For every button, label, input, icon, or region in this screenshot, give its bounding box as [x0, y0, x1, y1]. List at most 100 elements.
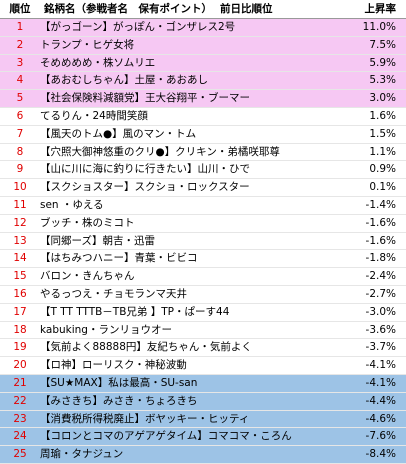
rank: 3	[16, 56, 24, 69]
stock-name: てるりん・24時間笑顔	[40, 109, 148, 122]
stock-name: 【消費税所得税廃止】ボヤッキー・ヒッティ	[40, 412, 250, 425]
rank: 6	[16, 109, 24, 122]
rise-rate: 1.5%	[369, 127, 396, 140]
rank: 22	[13, 394, 27, 407]
rank: 14	[13, 252, 27, 265]
stock-name: 【みさきち】みさき・ちょろきち	[40, 394, 198, 407]
table-row: 25 周瑜・タナジュン -8.4%	[0, 446, 406, 464]
rise-rate: -2.7%	[365, 287, 396, 300]
table-row: 12 ブッチ・株のミコト -1.6%	[0, 215, 406, 233]
stock-name: 【同郷ーズ】朝吉・迅雷	[40, 234, 155, 247]
stock-name: 【スクショスター】スクショ・ロックスター	[40, 181, 250, 194]
rise-rate: -1.6%	[365, 234, 396, 247]
rank: 12	[13, 216, 27, 229]
rank: 10	[13, 181, 27, 194]
header-row: 順位 銘柄名（参戦者名 保有ポイント） 前日比順位 上昇率	[0, 0, 406, 19]
header-cell: 上昇率	[364, 3, 397, 15]
stock-name: やるっつえ・チョモランマ天井	[40, 287, 187, 300]
rise-rate: 1.1%	[369, 145, 396, 158]
rank: 1	[16, 21, 24, 33]
rise-rate: -8.4%	[365, 448, 396, 461]
rise-rate: 1.6%	[369, 109, 396, 122]
stock-name: そめめめめ・株ソムリエ	[40, 56, 156, 69]
stock-name: 【コロンとコマのアゲアゲタイム】コマコマ・ころん	[40, 430, 292, 443]
rank: 7	[16, 127, 24, 140]
table-row: 2 トランプ・ヒゲ女将 7.5%	[0, 36, 406, 55]
rise-rate: -3.7%	[365, 341, 396, 354]
stock-name: 【はちみつハニー】青葉・ビビコ	[40, 252, 198, 265]
stock-name: 【社会保険料減額党】王大谷翔平・ブーマー	[40, 92, 250, 105]
table-row: 10 【スクショスター】スクショ・ロックスター 0.1%	[0, 179, 406, 197]
rise-rate: 5.9%	[369, 56, 396, 69]
table-row: 16 やるっつえ・チョモランマ天井 -2.7%	[0, 286, 406, 304]
stock-name: 【SU★MAX】私は最高・SU-san	[40, 376, 198, 389]
stock-name: 【T TT TTTB－TB兄弟 】TP・ぱーす44	[40, 305, 230, 318]
rank: 9	[16, 163, 24, 176]
rise-rate: -2.4%	[365, 270, 396, 283]
stock-name: 【ロ神】ローリスク・神秘波動	[40, 359, 187, 372]
rise-rate: -4.6%	[365, 412, 396, 425]
table-row: 23 【消費税所得税廃止】ボヤッキー・ヒッティ -4.6%	[0, 410, 406, 429]
stock-name: 周瑜・タナジュン	[40, 448, 124, 461]
rise-rate: -4.1%	[365, 376, 396, 389]
rise-rate: -1.8%	[365, 252, 396, 265]
rank: 4	[16, 74, 24, 87]
rank: 2	[16, 38, 24, 51]
rise-rate: -3.6%	[365, 323, 396, 336]
table-row: 13 【同郷ーズ】朝吉・迅雷 -1.6%	[0, 233, 406, 251]
header-cell: 銘柄名（参戦者名 保有ポイント）	[44, 3, 212, 15]
table-row: 14 【はちみつハニー】青葉・ビビコ -1.8%	[0, 250, 406, 269]
stock-name: 【風天のトム●】風のマン・トム	[40, 127, 197, 140]
rise-rate: -4.4%	[365, 394, 396, 407]
table-row: 4 【あおむしちゃん】土屋・あおあし 5.3%	[0, 72, 406, 91]
rank: 25	[13, 448, 27, 461]
table-row: 8 【穴照大御神悠重のクリ●】クリキン・弟橘咲耶尊 1.1%	[0, 144, 406, 162]
rank: 24	[13, 430, 27, 443]
rise-rate: 0.9%	[369, 163, 396, 176]
rank: 5	[16, 92, 24, 105]
rank: 17	[13, 305, 27, 318]
table-row: 22 【みさきち】みさき・ちょろきち -4.4%	[0, 392, 406, 411]
table-row: 19 【気前よく88888円】友紀ちゃん・気前よく -3.7%	[0, 339, 406, 358]
rank: 18	[13, 323, 27, 336]
rise-rate: -1.4%	[365, 198, 396, 211]
rise-rate: 0.1%	[369, 181, 396, 194]
table-row: 7 【風天のトム●】風のマン・トム 1.5%	[0, 126, 406, 144]
rise-rate: 11.0%	[362, 21, 396, 33]
rise-rate: -1.6%	[365, 216, 396, 229]
rise-rate: -7.6%	[365, 430, 396, 443]
table-row: 21 【SU★MAX】私は最高・SU-san -4.1%	[0, 374, 406, 393]
stock-name: kabuking・ランリョウオー	[40, 323, 172, 336]
table-row: 18 kabuking・ランリョウオー -3.6%	[0, 322, 406, 340]
rank: 21	[13, 376, 27, 389]
stock-name: sen ・ゆえる	[40, 198, 104, 211]
stock-name: 【がっゴーン】がっぽん・ゴンザレス2号	[40, 21, 236, 33]
table-row: 3 そめめめめ・株ソムリエ 5.9%	[0, 54, 406, 73]
rise-rate: 5.3%	[369, 74, 396, 87]
table-row: 11 sen ・ゆえる -1.4%	[0, 197, 406, 215]
table-row: 5 【社会保険料減額党】王大谷翔平・ブーマー 3.0%	[0, 90, 406, 108]
header-cell: 順位	[9, 3, 31, 15]
rise-rate: -3.0%	[365, 305, 396, 318]
header-cell: 前日比順位	[220, 3, 273, 15]
stock-name: 【穴照大御神悠重のクリ●】クリキン・弟橘咲耶尊	[40, 145, 280, 158]
table-row: 17 【T TT TTTB－TB兄弟 】TP・ぱーす44 -3.0%	[0, 304, 406, 322]
rank: 19	[13, 341, 27, 354]
stock-name: 【あおむしちゃん】土屋・あおあし	[40, 74, 208, 87]
table-row: 15 バロン・きんちゃん -2.4%	[0, 268, 406, 286]
table-row: 9 【山に川に海に釣りに行きたい】山川・ひで 0.9%	[0, 161, 406, 180]
rank: 23	[13, 412, 27, 425]
rank: 8	[16, 145, 24, 158]
rise-rate: 3.0%	[369, 92, 396, 105]
table-row: 24 【コロンとコマのアゲアゲタイム】コマコマ・ころん -7.6%	[0, 428, 406, 447]
stock-name: 【気前よく88888円】友紀ちゃん・気前よく	[40, 341, 252, 354]
stock-name: 【山に川に海に釣りに行きたい】山川・ひで	[40, 163, 250, 176]
table-row: 1 【がっゴーン】がっぽん・ゴンザレス2号 11.0%	[0, 19, 406, 37]
rank: 15	[13, 270, 27, 283]
table-row: 20 【ロ神】ローリスク・神秘波動 -4.1%	[0, 357, 406, 375]
rank: 11	[13, 198, 27, 211]
table-row: 6 てるりん・24時間笑顔 1.6%	[0, 108, 406, 126]
rank: 16	[13, 287, 27, 300]
rise-rate: -4.1%	[365, 359, 396, 372]
